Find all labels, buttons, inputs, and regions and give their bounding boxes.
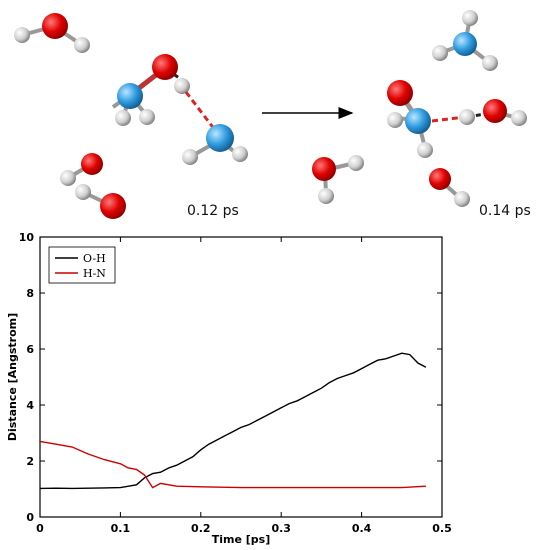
water-molecule [60, 153, 103, 186]
y-tick-label: 6 [26, 343, 34, 356]
molecule-snapshots-panel [14, 10, 527, 219]
legend-box [48, 246, 116, 284]
legend-label-h-n: H-N [83, 267, 106, 280]
y-tick-label: 8 [26, 287, 34, 300]
legend: O-H H-N [48, 246, 116, 284]
y-axis-label: Distance [Angstrom] [6, 313, 19, 441]
distance-time-chart: 0 0.1 0.2 0.3 0.4 0.5 0 2 4 6 8 10 O-H H-N Time [ps… [6, 231, 452, 546]
x-axis-label: Time [ps] [212, 533, 271, 546]
ammonia-molecule [432, 10, 498, 71]
hydrogen-bond-dashed [431, 115, 466, 123]
y-tick-label: 2 [26, 455, 34, 468]
x-tick-label: 0.5 [432, 522, 452, 535]
water-molecule [75, 184, 126, 219]
water-molecule [14, 13, 90, 53]
series-lines [39, 352, 427, 490]
snapshot-time-label-1: 0.12 ps [187, 203, 239, 219]
water-molecule [459, 99, 527, 126]
snapshot-time-label-2: 0.14 ps [479, 203, 531, 219]
y-tick-label: 4 [26, 399, 34, 412]
x-tick-label: 0 [36, 522, 44, 535]
product-molecule [387, 80, 433, 158]
ammonia-molecule [182, 124, 248, 165]
axis-ticks: 0 0.1 0.2 0.3 0.4 0.5 0 2 4 6 8 10 [19, 231, 452, 535]
legend-label-o-h: O-H [83, 252, 106, 265]
water-molecule [312, 155, 364, 204]
methanol-molecule [111, 54, 190, 126]
x-tick-label: 0.1 [111, 522, 131, 535]
series-line-h-n [39, 440, 426, 489]
x-tick-label: 0.3 [271, 522, 291, 535]
y-tick-label: 0 [26, 511, 34, 524]
x-tick-label: 0.4 [352, 522, 372, 535]
series-line-o-h [39, 352, 427, 490]
y-tick-label: 10 [19, 231, 35, 244]
x-tick-label: 0.2 [191, 522, 211, 535]
water-molecule [429, 168, 470, 207]
plot-frame [39, 236, 443, 518]
